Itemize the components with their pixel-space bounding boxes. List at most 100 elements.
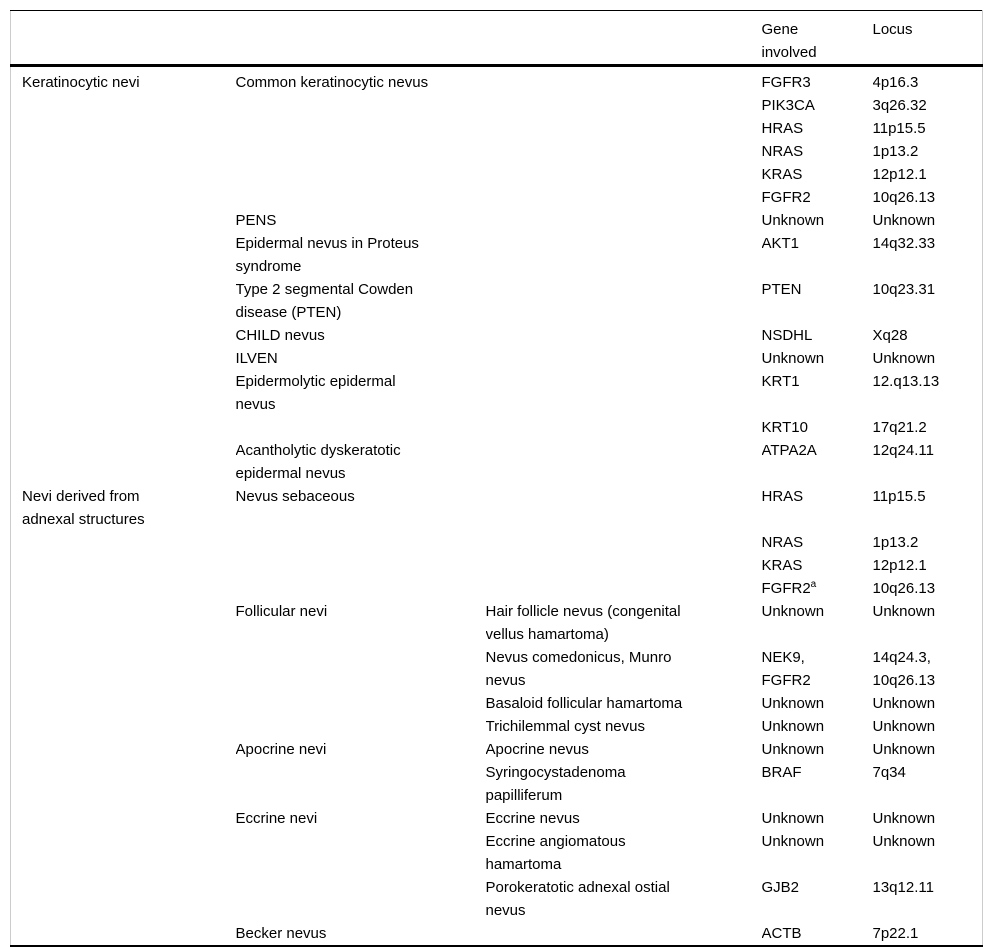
table-row: Trichilemmal cyst nevus Unknown Unknown <box>11 715 983 738</box>
cell-locus: Unknown <box>873 830 983 876</box>
cell-c3 <box>486 439 762 485</box>
cell-c2 <box>236 646 486 692</box>
cell-text: Follicular nevi <box>235 603 328 620</box>
cell-text: HRAS <box>761 488 804 505</box>
cell-text: Unknown <box>872 350 936 367</box>
cell-gene: NRAS <box>762 140 873 163</box>
cell-locus: Unknown <box>873 807 983 830</box>
cell-text: 17q21.2 <box>872 419 927 436</box>
footnote-marker: a <box>810 579 817 590</box>
cell-text: Eccrine nevus <box>485 810 580 827</box>
cell-text: Becker nevus <box>235 925 327 942</box>
table-row: FGFR2 10q26.13 <box>11 186 983 209</box>
cell-locus: Unknown <box>873 692 983 715</box>
cell-gene: NSDHL <box>762 324 873 347</box>
cell-c3: Nevus comedonicus, Munro nevus <box>486 646 762 692</box>
cell-gene: PIK3CA <box>762 94 873 117</box>
table-row: KRT10 17q21.2 <box>11 416 983 439</box>
cell-c2: Follicular nevi <box>236 600 486 646</box>
cell-text: Unknown <box>872 718 936 735</box>
cell-gene: ACTB <box>762 922 873 946</box>
table-row: Acantholytic dyskeratotic epidermal nevu… <box>11 439 983 485</box>
cell-c1: Nevi derived from adnexal structures <box>11 485 236 531</box>
cell-c3 <box>486 186 762 209</box>
cell-c2 <box>236 876 486 922</box>
cell-locus: 14q24.3, 10q26.13 <box>873 646 983 692</box>
table-row: Epidermolytic epidermal nevus KRT1 12.q13.… <box>11 370 983 416</box>
cell-text: PENS <box>235 212 277 229</box>
cell-c2: Epidermal nevus in Proteus syndrome <box>236 232 486 278</box>
cell-gene: Unknown <box>762 807 873 830</box>
cell-text: Epidermal nevus in Proteus syndrome <box>235 235 419 275</box>
cell-text: HRAS <box>761 120 804 137</box>
cell-text: CHILD nevus <box>235 327 325 344</box>
cell-locus: 1p13.2 <box>873 140 983 163</box>
cell-text: Porokeratotic adnexal ostial nevus <box>485 879 670 919</box>
cell-c3 <box>486 324 762 347</box>
cell-text: 12q24.11 <box>872 442 934 459</box>
cell-c1 <box>11 646 236 692</box>
cell-c3: Hair follicle nevus (congenital vellus h… <box>486 600 762 646</box>
cell-gene: BRAF <box>762 761 873 807</box>
cell-c3 <box>486 278 762 324</box>
cell-locus: Unknown <box>873 600 983 646</box>
cell-c2: Epidermolytic epidermal nevus <box>236 370 486 416</box>
table-row: ILVEN Unknown Unknown <box>11 347 983 370</box>
cell-gene: NRAS <box>762 531 873 554</box>
cell-locus: 4p16.3 <box>873 66 983 95</box>
cell-text: NRAS <box>761 534 804 551</box>
table-row: Eccrine nevi Eccrine nevus Unknown Unknown <box>11 807 983 830</box>
cell-locus: 1p13.2 <box>873 531 983 554</box>
table-header-row: Gene involved Locus <box>10 10 983 67</box>
cell-gene: KRAS <box>762 554 873 577</box>
table-row: NRAS 1p13.2 <box>11 140 983 163</box>
cell-locus: 12p12.1 <box>873 554 983 577</box>
cell-text: Hair follicle nevus (congenital vellus h… <box>485 603 681 643</box>
cell-c3 <box>486 140 762 163</box>
cell-text: Unknown <box>761 695 825 712</box>
cell-text: Eccrine nevi <box>235 810 318 827</box>
cell-c2 <box>236 577 486 600</box>
table-row: Nevi derived from adnexal structures Nevu… <box>11 485 983 531</box>
table-row: KRAS 12p12.1 <box>11 163 983 186</box>
cell-text: 7q34 <box>872 764 906 781</box>
cell-text: FGFR3 <box>761 74 811 91</box>
cell-c2 <box>236 554 486 577</box>
cell-c1 <box>11 94 236 117</box>
table-row: Syringocystadenoma papilliferum BRAF 7q34 <box>11 761 983 807</box>
cell-c1 <box>11 347 236 370</box>
cell-text: FGFR2 <box>761 580 811 597</box>
cell-gene: FGFR3 <box>762 66 873 95</box>
cell-text: Unknown <box>872 741 936 758</box>
cell-gene: GJB2 <box>762 876 873 922</box>
table-row: PIK3CA 3q26.32 <box>11 94 983 117</box>
cell-locus: 12.q13.13 <box>873 370 983 416</box>
cell-c1 <box>11 738 236 761</box>
cell-c2 <box>236 531 486 554</box>
cell-text: NEK9, FGFR2 <box>761 649 811 689</box>
cell-c1 <box>11 163 236 186</box>
cell-c3 <box>486 66 762 95</box>
cell-c2 <box>236 715 486 738</box>
cell-locus: 12p12.1 <box>873 163 983 186</box>
cell-locus: Unknown <box>873 347 983 370</box>
cell-gene: KRT1 <box>762 370 873 416</box>
cell-c1 <box>11 324 236 347</box>
table-row: FGFR2a 10q26.13 <box>11 577 983 600</box>
cell-locus: Unknown <box>873 715 983 738</box>
cell-gene: ATPA2A <box>762 439 873 485</box>
cell-text: Trichilemmal cyst nevus <box>485 718 645 735</box>
cell-gene: KRAS <box>762 163 873 186</box>
cell-c1 <box>11 692 236 715</box>
cell-text: 13q12.11 <box>872 879 934 896</box>
cell-c3 <box>486 577 762 600</box>
cell-locus: 10q26.13 <box>873 186 983 209</box>
cell-locus: 10q23.31 <box>873 278 983 324</box>
cell-text: Nevus comedonicus, Munro nevus <box>485 649 672 689</box>
cell-c3: Apocrine nevus <box>486 738 762 761</box>
cell-locus: 11p15.5 <box>873 117 983 140</box>
column-header-subtype <box>235 10 486 67</box>
cell-c2: Acantholytic dyskeratotic epidermal nevu… <box>236 439 486 485</box>
cell-text: 7p22.1 <box>872 925 919 942</box>
cell-text: Epidermolytic epidermal nevus <box>235 373 396 413</box>
